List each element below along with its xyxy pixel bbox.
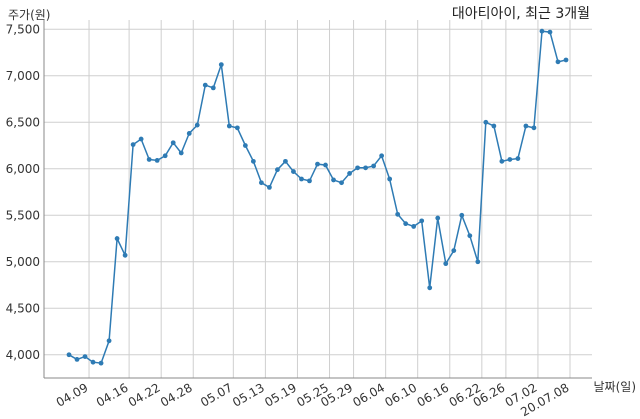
y-tick-label: 4,500 xyxy=(6,301,40,315)
series-line xyxy=(68,30,567,364)
x-tick-label: 06.10 xyxy=(382,380,419,409)
y-axis-label: 주가(원) xyxy=(8,8,51,22)
x-tick-label: 05.19 xyxy=(262,380,299,409)
data-point xyxy=(307,178,312,184)
data-point xyxy=(250,158,256,164)
data-point xyxy=(443,261,449,267)
data-point xyxy=(555,59,561,65)
data-point xyxy=(491,123,497,129)
data-point xyxy=(539,28,545,34)
y-tick-label: 4,000 xyxy=(6,348,40,362)
data-point xyxy=(154,158,160,163)
data-point xyxy=(475,259,481,265)
data-point xyxy=(419,218,425,224)
data-point xyxy=(218,62,224,68)
data-point xyxy=(403,221,409,227)
data-point xyxy=(130,142,136,148)
data-point xyxy=(202,82,208,88)
data-point xyxy=(347,171,352,176)
data-point xyxy=(395,211,401,217)
data-point xyxy=(355,165,360,171)
data-point xyxy=(258,180,264,186)
x-tick-label: 04.22 xyxy=(126,380,163,409)
data-point xyxy=(515,156,521,161)
x-tick-label: 04.28 xyxy=(158,380,195,409)
data-point xyxy=(331,177,336,183)
data-point xyxy=(379,153,385,159)
x-tick-label: 05.07 xyxy=(198,380,235,409)
data-point xyxy=(234,125,240,131)
data-point xyxy=(178,150,184,156)
data-point xyxy=(186,131,192,136)
data-point xyxy=(435,215,441,221)
x-tick-label: 04.09 xyxy=(54,380,91,409)
data-point xyxy=(162,153,168,159)
data-point xyxy=(114,236,120,241)
data-point xyxy=(315,161,320,167)
y-tick-label: 6,000 xyxy=(6,162,40,176)
data-point xyxy=(411,224,417,229)
data-point xyxy=(459,212,465,218)
data-point xyxy=(451,248,457,254)
x-tick-label: 04.16 xyxy=(94,380,131,409)
data-point xyxy=(82,354,88,360)
data-point xyxy=(283,158,288,164)
y-tick-label: 6,500 xyxy=(6,115,40,129)
data-point xyxy=(291,169,296,174)
data-point xyxy=(98,360,104,366)
y-tick-label: 5,500 xyxy=(6,208,40,222)
data-point xyxy=(90,359,96,365)
y-tick-label: 7,000 xyxy=(6,69,40,83)
x-axis-label: 날짜(일) xyxy=(593,380,636,394)
data-point xyxy=(523,123,529,129)
data-point xyxy=(106,338,112,344)
data-point xyxy=(74,357,80,362)
data-point xyxy=(467,233,473,239)
data-point xyxy=(267,184,272,190)
data-point xyxy=(427,285,433,291)
data-point xyxy=(507,157,513,162)
data-point xyxy=(499,158,505,164)
data-point xyxy=(226,123,232,129)
data-point xyxy=(194,122,200,128)
data-point xyxy=(363,165,368,171)
data-point xyxy=(339,180,344,186)
data-point xyxy=(210,85,216,91)
data-point xyxy=(387,176,393,182)
data-point xyxy=(170,140,176,146)
data-point xyxy=(146,157,152,162)
data-point xyxy=(275,167,280,173)
y-tick-label: 5,000 xyxy=(6,255,40,269)
data-point xyxy=(66,352,72,358)
data-point xyxy=(122,252,128,258)
y-tick-label: 7,500 xyxy=(6,22,40,36)
data-point xyxy=(242,143,248,148)
data-point xyxy=(371,163,377,169)
data-point xyxy=(323,162,328,168)
chart-title: 대아티아이, 최근 3개월 xyxy=(451,6,590,22)
data-point xyxy=(547,29,553,35)
data-point xyxy=(299,176,304,182)
data-point xyxy=(531,125,537,131)
x-tick-label: 06.16 xyxy=(415,380,452,409)
data-point xyxy=(483,119,489,125)
data-point xyxy=(563,57,569,63)
x-tick-label: 05.13 xyxy=(230,380,267,409)
x-tick-label: 06.04 xyxy=(350,380,387,409)
data-point xyxy=(138,136,144,142)
